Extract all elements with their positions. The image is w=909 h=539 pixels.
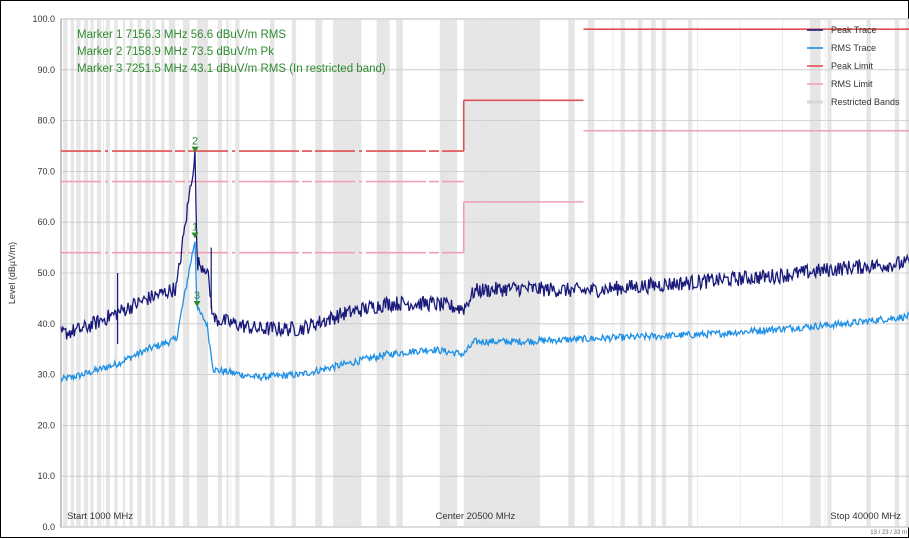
restricted-band — [129, 20, 133, 527]
restricted-band — [333, 20, 362, 527]
restricted-band — [96, 20, 102, 527]
marker-readout-3: Marker 3 7251.5 MHz 43.1 dBuV/m RMS (In … — [77, 63, 386, 75]
restricted-band — [105, 20, 110, 527]
restricted-band — [315, 20, 323, 527]
legend-label: Peak Trace — [831, 25, 877, 35]
legend-label: Peak Limit — [831, 61, 874, 71]
legend-label: RMS Limit — [831, 79, 873, 89]
restricted-bands — [63, 20, 909, 527]
restricted-band — [894, 20, 900, 527]
restricted-band — [123, 20, 126, 527]
restricted-band — [687, 20, 693, 527]
y-tick-label: 20.0 — [37, 420, 55, 430]
restricted-band — [168, 20, 176, 527]
y-tick-label: 10.0 — [37, 471, 55, 481]
restricted-band — [439, 20, 458, 527]
y-tick-label: 100.0 — [32, 14, 55, 24]
marker-number: 2 — [192, 136, 198, 148]
restricted-band — [463, 20, 540, 527]
restricted-band — [70, 20, 75, 527]
restricted-band — [376, 20, 390, 527]
restricted-band — [217, 20, 223, 527]
restricted-band — [620, 20, 625, 527]
restricted-band — [226, 20, 229, 527]
restricted-band — [76, 20, 81, 527]
x-stop-label: Stop 40000 MHz — [830, 511, 901, 522]
restricted-band — [90, 20, 94, 527]
restricted-band — [650, 20, 656, 527]
y-tick-label: 70.0 — [37, 166, 55, 176]
x-center-label: Center 20500 MHz — [436, 511, 516, 522]
marker-triangle — [193, 301, 201, 308]
restricted-band — [161, 20, 165, 527]
y-tick-label: 50.0 — [37, 268, 55, 278]
corner-readout: 13 / 23 / 33 m — [870, 530, 907, 536]
restricted-band — [235, 20, 240, 527]
legend: Peak Trace RMS Trace Peak Limit RMS Limit Re… — [807, 25, 900, 107]
y-tick-label: 80.0 — [37, 116, 55, 126]
restricted-band — [197, 20, 208, 527]
y-tick-label: 60.0 — [37, 217, 55, 227]
restricted-band — [905, 20, 909, 527]
restricted-band — [866, 20, 871, 527]
restricted-band — [396, 20, 403, 527]
restricted-band — [63, 20, 68, 527]
restricted-band — [145, 20, 151, 527]
marker-readout-2: Marker 2 7158.9 MHz 73.5 dBuV/m Pk — [77, 46, 274, 58]
restricted-band — [182, 20, 190, 527]
restricted-band — [587, 20, 595, 527]
restricted-band — [809, 20, 821, 527]
marker-triangle — [191, 146, 199, 153]
marker-triangle — [191, 232, 199, 239]
restricted-band — [83, 20, 89, 527]
peak-trace-line — [60, 149, 909, 340]
rms-trace-line — [60, 241, 909, 383]
y-tick-label: 40.0 — [37, 319, 55, 329]
restricted-band — [114, 20, 118, 527]
marker-number: 3 — [194, 290, 200, 302]
restricted-band — [661, 20, 667, 527]
y-tick-label: 90.0 — [37, 65, 55, 75]
x-start-label: Start 1000 MHz — [67, 511, 133, 522]
restricted-band — [137, 20, 142, 527]
restricted-band — [291, 20, 297, 527]
y-tick-label: 0.0 — [42, 522, 55, 532]
y-axis-label: Level (dBµV/m) — [7, 242, 17, 304]
marker-readout-1: Marker 1 7156.3 MHz 56.6 dBuV/m RMS — [77, 29, 286, 41]
restricted-band — [152, 20, 156, 527]
legend-label: Restricted Bands — [831, 97, 900, 107]
restricted-band — [269, 20, 275, 527]
restricted-band — [568, 20, 575, 527]
y-tick-label: 30.0 — [37, 370, 55, 380]
legend-label: RMS Trace — [831, 43, 876, 53]
marker-number: 1 — [192, 221, 198, 233]
restricted-band — [637, 20, 643, 527]
